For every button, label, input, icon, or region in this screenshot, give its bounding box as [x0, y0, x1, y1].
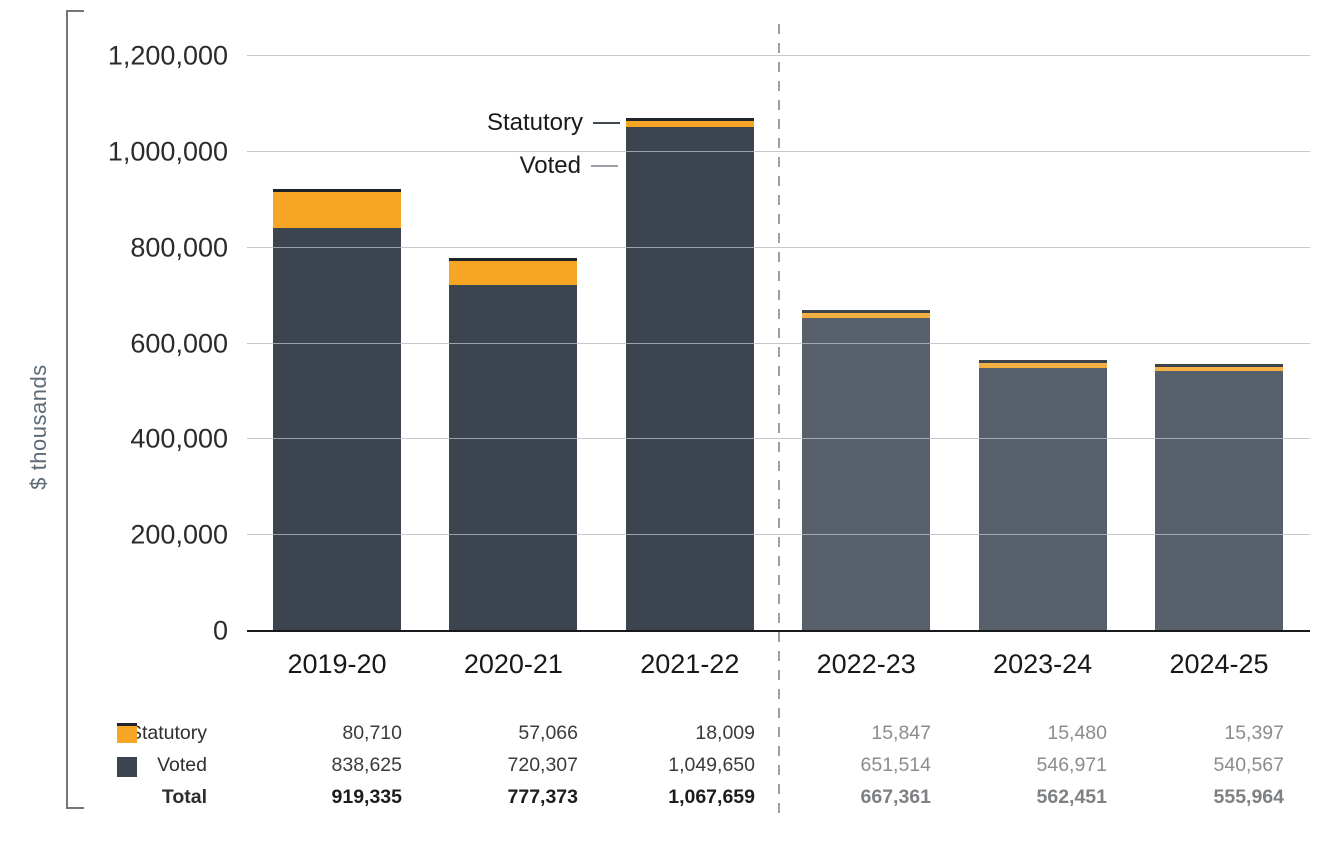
forecast-divider-dashed-line: [778, 24, 780, 822]
bar-top-cap: [273, 189, 401, 193]
bar-top-cap: [449, 257, 578, 261]
bar-2021-22: [625, 118, 754, 630]
bar-top-cap: [625, 118, 754, 122]
x-axis-label-2020-21: 2020-21: [463, 649, 563, 679]
annotation-voted-label: Voted: [519, 152, 581, 179]
table-value-total-2024-25: 555,964: [1213, 786, 1285, 808]
bar-segment-voted: [273, 228, 401, 630]
table-value-total-2021-22: 1,067,659: [668, 786, 755, 808]
bar-segment-statutory: [978, 363, 1107, 368]
table-value-statutory-2019-20: 80,710: [342, 722, 402, 744]
y-tick-1,000,000: 1,000,000: [107, 136, 228, 167]
x-axis-label-2022-23: 2022-23: [816, 649, 916, 679]
table-value-total-2019-20: 919,335: [331, 786, 403, 808]
table-value-statutory-2020-21: 57,066: [518, 722, 578, 744]
x-axis-label-2023-24: 2023-24: [993, 649, 1093, 679]
legend-swatch-statutory: [117, 723, 137, 743]
table-value-voted-2022-23: 651,514: [860, 754, 932, 776]
bar-top-cap: [1155, 363, 1283, 367]
y-tick-200,000: 200,000: [130, 519, 228, 550]
x-axis-label-2024-25: 2024-25: [1169, 649, 1269, 679]
bar-2020-21: [449, 257, 578, 630]
x-axis-label-2019-20: 2019-20: [287, 649, 387, 679]
table-value-total-2020-21: 777,373: [507, 786, 579, 808]
table-value-statutory-2023-24: 15,480: [1047, 722, 1107, 744]
bar-segment-voted: [449, 284, 578, 630]
table-row-label-total: Total: [161, 786, 207, 808]
table-value-statutory-2021-22: 18,009: [695, 722, 755, 744]
y-tick-800,000: 800,000: [130, 232, 228, 263]
annotation-statutory-leader-line: [593, 122, 620, 124]
table-value-statutory-2024-25: 15,397: [1224, 722, 1284, 744]
bar-2019-20: [273, 189, 401, 630]
bar-top-cap: [802, 310, 931, 314]
table-value-voted-2021-22: 1,049,650: [668, 754, 755, 776]
table-value-voted-2020-21: 720,307: [507, 754, 579, 776]
table-value-statutory-2022-23: 15,847: [871, 722, 931, 744]
table-value-total-2022-23: 667,361: [860, 786, 932, 808]
bar-top-cap: [978, 360, 1107, 364]
table-row-label-statutory: Statutory: [128, 722, 207, 744]
y-tick-600,000: 600,000: [130, 328, 228, 358]
y-tick-0: 0: [212, 615, 228, 646]
bar-segment-voted: [625, 127, 754, 630]
bar-segment-statutory: [273, 192, 401, 229]
figure-bracket: [66, 10, 84, 809]
y-tick-400,000: 400,000: [130, 423, 228, 454]
annotation-statutory-label: Statutory: [486, 109, 583, 136]
annotation-voted-leader-line: [591, 165, 618, 167]
bar-segment-voted: [1155, 370, 1283, 630]
legend-swatch-voted: [117, 757, 137, 777]
bar-segment-voted: [978, 367, 1107, 630]
table-row-label-voted: Voted: [157, 754, 207, 776]
table-value-total-2023-24: 562,451: [1036, 786, 1108, 808]
y-axis-title: $ thousands: [26, 364, 51, 490]
table-value-voted-2019-20: 838,625: [331, 754, 403, 776]
x-axis-label-2021-22: 2021-22: [640, 649, 740, 679]
annotation-voted: Voted: [520, 151, 618, 181]
bar-segment-statutory: [802, 313, 931, 318]
y-tick-1,200,000: 1,200,000: [107, 40, 228, 71]
bar-2023-24: [978, 360, 1107, 630]
bar-segment-statutory: [1155, 366, 1283, 371]
table-value-voted-2024-25: 540,567: [1213, 754, 1285, 776]
bar-segment-voted: [802, 317, 931, 630]
bar-2022-23: [802, 310, 931, 630]
table-value-voted-2023-24: 546,971: [1036, 754, 1108, 776]
annotation-statutory: Statutory: [487, 108, 620, 138]
bar-segment-statutory: [625, 121, 754, 128]
bar-2024-25: [1155, 363, 1283, 630]
bar-segment-statutory: [449, 260, 578, 285]
